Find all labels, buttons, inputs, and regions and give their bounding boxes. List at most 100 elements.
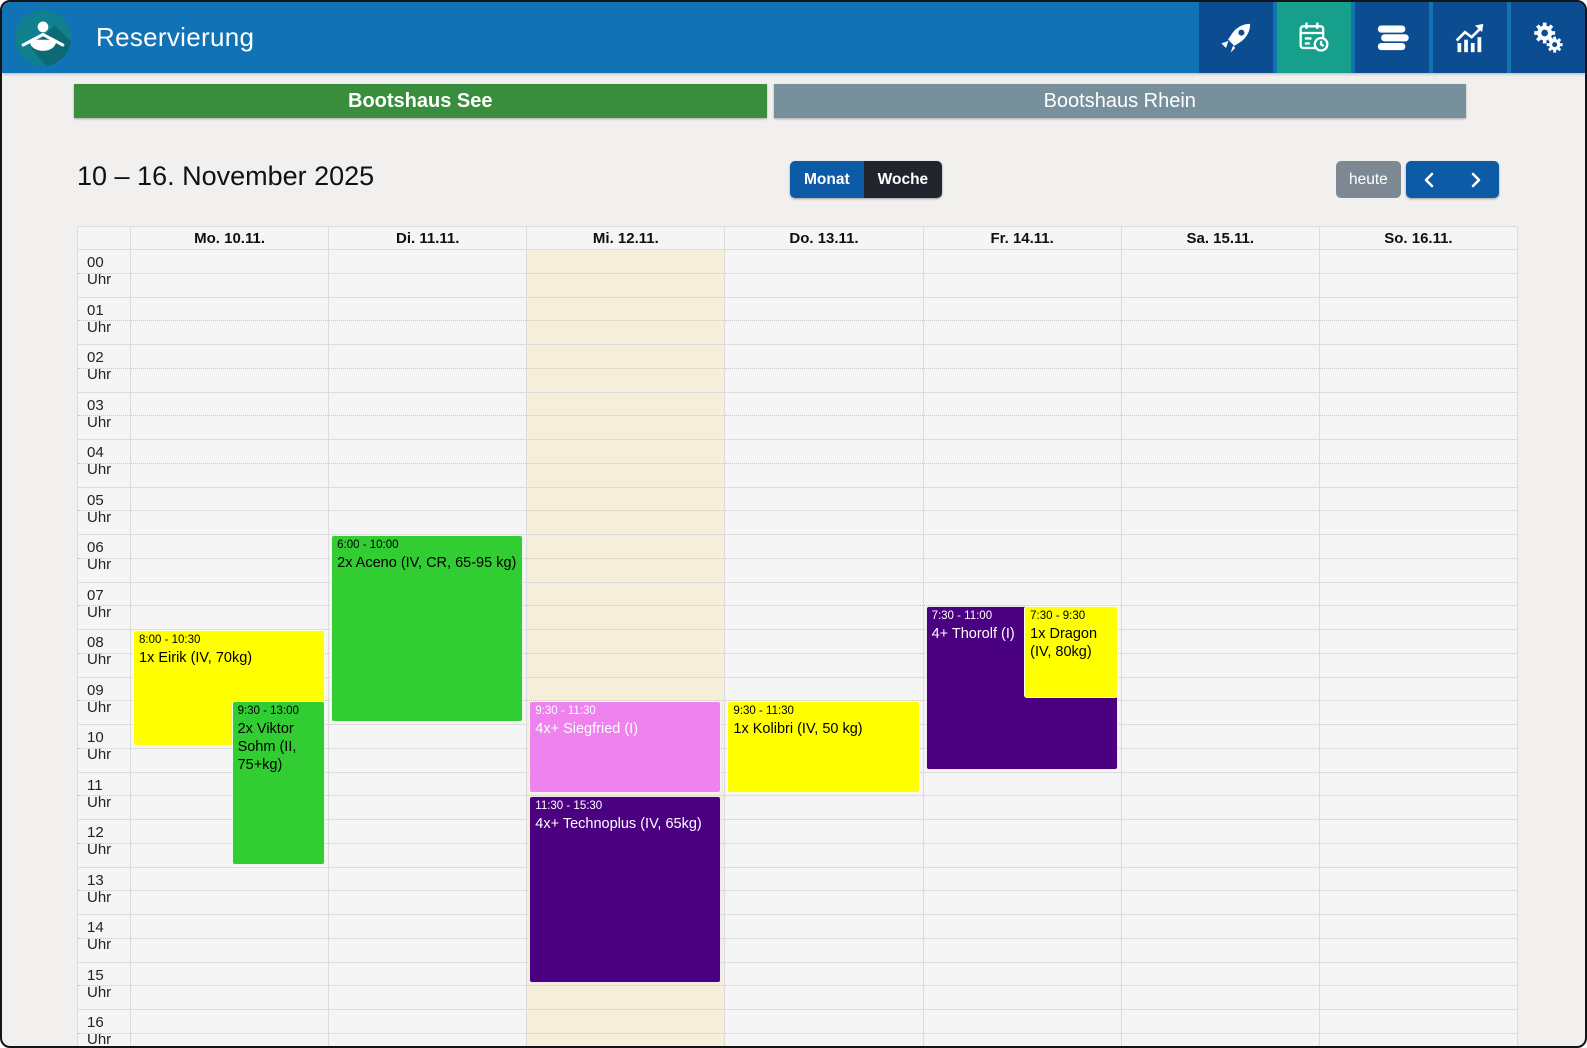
hour-cell[interactable]	[1121, 250, 1319, 298]
reservation-event[interactable]: 7:30 - 9:30 1x Dragon (IV, 80kg)	[1024, 606, 1118, 699]
hour-cell[interactable]	[1121, 440, 1319, 488]
hour-cell[interactable]	[923, 488, 1121, 535]
hour-cell[interactable]	[527, 583, 725, 630]
hour-cell[interactable]	[1121, 345, 1319, 393]
hour-cell[interactable]	[923, 393, 1121, 440]
month-view-button[interactable]: Monat	[790, 161, 864, 198]
hour-cell[interactable]	[923, 915, 1121, 963]
day-column[interactable]: 8:00 - 10:30 1x Eirik (IV, 70kg) 9:30 - 13…	[130, 250, 329, 1046]
hour-cell[interactable]	[1319, 250, 1517, 298]
hour-cell[interactable]	[1319, 773, 1517, 820]
hour-cell[interactable]	[527, 488, 725, 535]
day-column[interactable]: 7:30 - 11:00 4+ Thorolf (I) 7:30 - 9:30 1x …	[922, 250, 1121, 1046]
hour-cell[interactable]	[725, 535, 923, 583]
settings-gears-icon[interactable]	[1511, 2, 1585, 73]
hour-cell[interactable]	[131, 915, 329, 963]
day-column[interactable]	[1120, 250, 1319, 1046]
calendar-clock-icon[interactable]	[1277, 2, 1351, 73]
hour-cell[interactable]	[1319, 488, 1517, 535]
hour-cell[interactable]	[1121, 488, 1319, 535]
hour-cell[interactable]	[527, 345, 725, 393]
hour-cell[interactable]	[329, 488, 527, 535]
hour-cell[interactable]	[1319, 345, 1517, 393]
hour-cell[interactable]	[527, 1010, 725, 1046]
hour-cell[interactable]	[1121, 725, 1319, 773]
hour-cell[interactable]	[1319, 678, 1517, 725]
books-icon[interactable]	[1355, 2, 1429, 73]
hour-cell[interactable]	[1121, 298, 1319, 345]
hour-cell[interactable]	[131, 535, 329, 583]
day-column[interactable]: 6:00 - 10:00 2x Aceno (IV, CR, 65-95 kg)	[328, 250, 527, 1046]
hour-cell[interactable]	[131, 250, 329, 298]
hour-cell[interactable]	[527, 298, 725, 345]
hour-cell[interactable]	[131, 440, 329, 488]
hour-cell[interactable]	[329, 963, 527, 1010]
day-column[interactable]: 9:30 - 11:30 1x Kolibri (IV, 50 kg)	[724, 250, 923, 1046]
hour-cell[interactable]	[725, 630, 923, 678]
hour-cell[interactable]	[725, 963, 923, 1010]
hour-cell[interactable]	[725, 345, 923, 393]
hour-cell[interactable]	[923, 250, 1121, 298]
hour-cell[interactable]	[329, 1010, 527, 1046]
hour-cell[interactable]	[527, 250, 725, 298]
hour-cell[interactable]	[923, 345, 1121, 393]
hour-cell[interactable]	[1319, 1010, 1517, 1046]
hour-cell[interactable]	[329, 250, 527, 298]
tab-bootshaus-rhein[interactable]: Bootshaus Rhein	[773, 84, 1466, 118]
hour-cell[interactable]	[329, 393, 527, 440]
hour-cell[interactable]	[1319, 298, 1517, 345]
day-column[interactable]	[1318, 250, 1517, 1046]
hour-cell[interactable]	[1319, 915, 1517, 963]
hour-cell[interactable]	[923, 1010, 1121, 1046]
hour-cell[interactable]	[131, 393, 329, 440]
reservation-event[interactable]: 11:30 - 15:30 4x+ Technoplus (IV, 65kg)	[529, 796, 722, 984]
hour-cell[interactable]	[329, 725, 527, 773]
hour-cell[interactable]	[923, 773, 1121, 820]
hour-cell[interactable]	[923, 868, 1121, 915]
hour-cell[interactable]	[1319, 630, 1517, 678]
hour-cell[interactable]	[923, 440, 1121, 488]
hour-cell[interactable]	[527, 535, 725, 583]
hour-cell[interactable]	[725, 868, 923, 915]
rocket-icon[interactable]	[1199, 2, 1273, 73]
next-week-button[interactable]	[1453, 161, 1500, 198]
reservation-event[interactable]: 9:30 - 11:30 1x Kolibri (IV, 50 kg)	[727, 701, 920, 794]
hour-cell[interactable]	[329, 773, 527, 820]
hour-cell[interactable]	[725, 488, 923, 535]
hour-cell[interactable]	[1121, 915, 1319, 963]
hour-cell[interactable]	[1121, 820, 1319, 868]
hour-cell[interactable]	[131, 345, 329, 393]
hour-cell[interactable]	[725, 440, 923, 488]
hour-cell[interactable]	[1121, 1010, 1319, 1046]
hour-cell[interactable]	[923, 820, 1121, 868]
hour-cell[interactable]	[329, 298, 527, 345]
hour-cell[interactable]	[725, 298, 923, 345]
chart-icon[interactable]	[1433, 2, 1507, 73]
hour-cell[interactable]	[1319, 868, 1517, 915]
hour-cell[interactable]	[923, 535, 1121, 583]
hour-cell[interactable]	[923, 298, 1121, 345]
hour-cell[interactable]	[1121, 583, 1319, 630]
hour-cell[interactable]	[329, 820, 527, 868]
hour-cell[interactable]	[329, 440, 527, 488]
hour-cell[interactable]	[131, 1010, 329, 1046]
hour-cell[interactable]	[725, 250, 923, 298]
hour-cell[interactable]	[725, 583, 923, 630]
hour-cell[interactable]	[1319, 393, 1517, 440]
hour-cell[interactable]	[1319, 535, 1517, 583]
hour-cell[interactable]	[131, 583, 329, 630]
hour-cell[interactable]	[1121, 535, 1319, 583]
prev-week-button[interactable]	[1406, 161, 1453, 198]
hour-cell[interactable]	[131, 488, 329, 535]
reservation-event[interactable]: 6:00 - 10:00 2x Aceno (IV, CR, 65-95 kg)	[331, 535, 524, 722]
reservation-event[interactable]: 9:30 - 11:30 4x+ Siegfried (I)	[529, 701, 722, 794]
hour-cell[interactable]	[1121, 773, 1319, 820]
hour-cell[interactable]	[923, 963, 1121, 1010]
hour-cell[interactable]	[725, 820, 923, 868]
hour-cell[interactable]	[1319, 583, 1517, 630]
hour-cell[interactable]	[329, 345, 527, 393]
hour-cell[interactable]	[1121, 678, 1319, 725]
hour-cell[interactable]	[1319, 440, 1517, 488]
hour-cell[interactable]	[1121, 630, 1319, 678]
tab-bootshaus-see[interactable]: Bootshaus See	[74, 84, 767, 118]
